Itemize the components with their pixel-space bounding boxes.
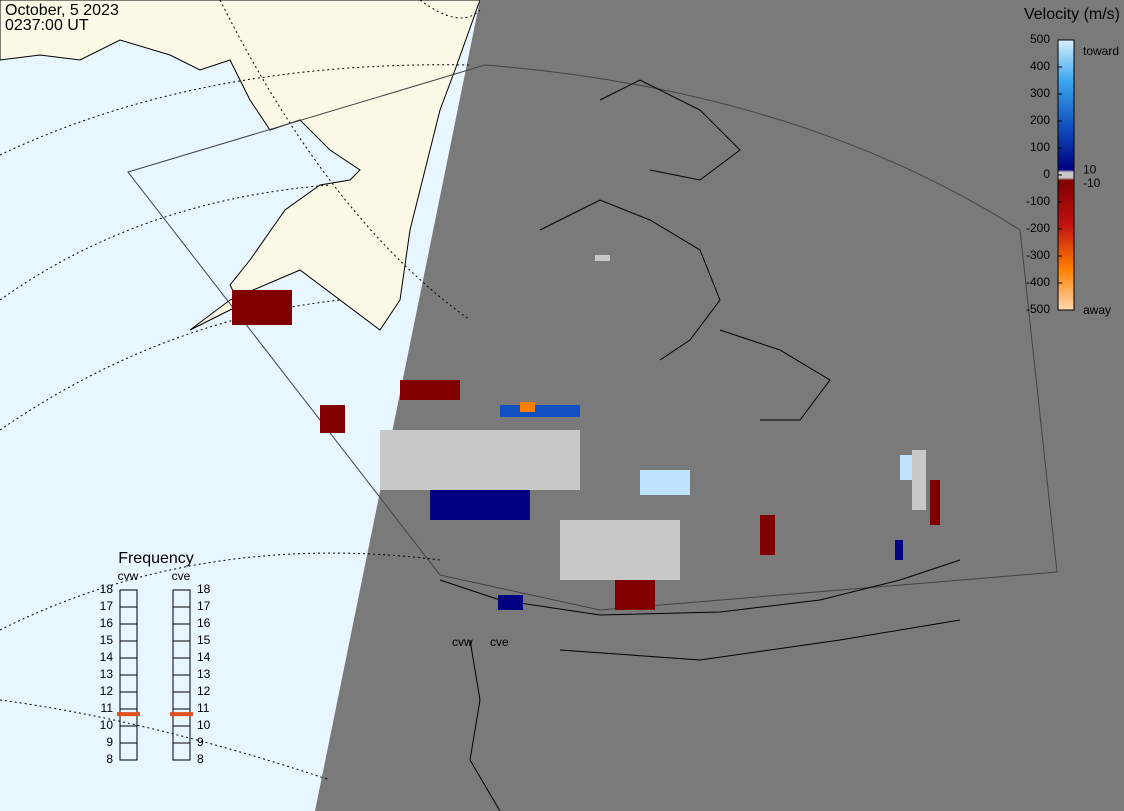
gauge-tick-label: 15 xyxy=(197,633,211,647)
velocity-tick-label: 400 xyxy=(1030,59,1050,73)
velocity-tick-label: 100 xyxy=(1030,140,1050,154)
scatter-cell xyxy=(595,255,610,261)
gauge-tick-label: 9 xyxy=(106,735,113,749)
velocity-tick-label: -300 xyxy=(1026,248,1050,262)
gauge-tick-label: 18 xyxy=(100,582,114,596)
scatter-cell xyxy=(498,595,523,610)
header: October, 5 2023 0237:00 UT xyxy=(5,2,119,34)
velocity-tick-label: -10 xyxy=(1083,176,1101,190)
velocity-tick-label: 10 xyxy=(1083,162,1097,176)
scatter-cell xyxy=(560,520,680,580)
scatter-cell xyxy=(930,480,940,525)
date: October, 5 2023 xyxy=(5,2,119,19)
velocity-tick-label: 0 xyxy=(1043,167,1050,181)
gauge-tick-label: 11 xyxy=(197,701,210,715)
scatter-cell xyxy=(900,455,912,480)
gauge-tick-label: 16 xyxy=(100,616,114,630)
scatter-cell xyxy=(615,580,655,610)
gauge-tick-label: 8 xyxy=(106,752,113,766)
gauge-tick-label: 17 xyxy=(197,599,211,613)
gauge-tick-label: 14 xyxy=(197,650,211,664)
gauge-tick-label: 13 xyxy=(100,667,114,681)
radar-fov-outline xyxy=(127,64,1058,611)
coastlines xyxy=(439,79,961,811)
scatter-cell xyxy=(380,430,580,490)
scatter-cell xyxy=(232,290,292,325)
velocity-tick-label: 200 xyxy=(1030,113,1050,127)
velocity-end-label: toward xyxy=(1083,44,1119,58)
gauge-tick-label: 11 xyxy=(101,701,114,715)
scatter-cell xyxy=(640,470,690,495)
scatter-cell xyxy=(430,490,530,520)
gauge-tick-label: 12 xyxy=(100,684,114,698)
radar-label: cvw xyxy=(452,635,473,649)
gauge-tick-label: 15 xyxy=(100,633,114,647)
radar-scatter xyxy=(232,255,940,610)
gauge-tick-label: 14 xyxy=(100,650,114,664)
velocity-tick-label: 300 xyxy=(1030,86,1050,100)
velocity-tick-label: -100 xyxy=(1026,194,1050,208)
gauge-tick-label: 13 xyxy=(197,667,211,681)
radar-name: cve xyxy=(172,569,191,583)
gauge-tick-label: 10 xyxy=(100,718,114,732)
latitude-lines xyxy=(0,0,481,781)
scatter-cell xyxy=(520,402,535,412)
scatter-cell xyxy=(500,405,580,417)
scatter-cell xyxy=(320,405,345,433)
time: 0237:00 UT xyxy=(5,17,89,34)
frequency-title: Frequency xyxy=(118,550,194,567)
gauge-tick-label: 17 xyxy=(100,599,114,613)
scatter-cell xyxy=(912,450,926,510)
velocity-tick-label: 500 xyxy=(1030,32,1050,46)
gauge-tick-label: 18 xyxy=(197,582,211,596)
gauge-tick-label: 12 xyxy=(197,684,211,698)
gauge-tick-label: 8 xyxy=(197,752,204,766)
velocity-end-label: away xyxy=(1083,303,1111,317)
gauge-tick-label: 16 xyxy=(197,616,211,630)
velocity-title: Velocity (m/s) xyxy=(1024,6,1120,23)
scatter-cell xyxy=(895,540,903,560)
radar-label: cve xyxy=(490,635,509,649)
scatter-cell xyxy=(400,380,460,400)
velocity-tick-label: -400 xyxy=(1026,275,1050,289)
velocity-tick-label: -200 xyxy=(1026,221,1050,235)
scatter-cell xyxy=(760,515,775,555)
land xyxy=(0,0,481,331)
velocity-tick-label: -500 xyxy=(1026,302,1050,316)
gauge-tick-label: 9 xyxy=(197,735,204,749)
gauge-tick-label: 10 xyxy=(197,718,211,732)
radar-name: cvw xyxy=(118,569,139,583)
